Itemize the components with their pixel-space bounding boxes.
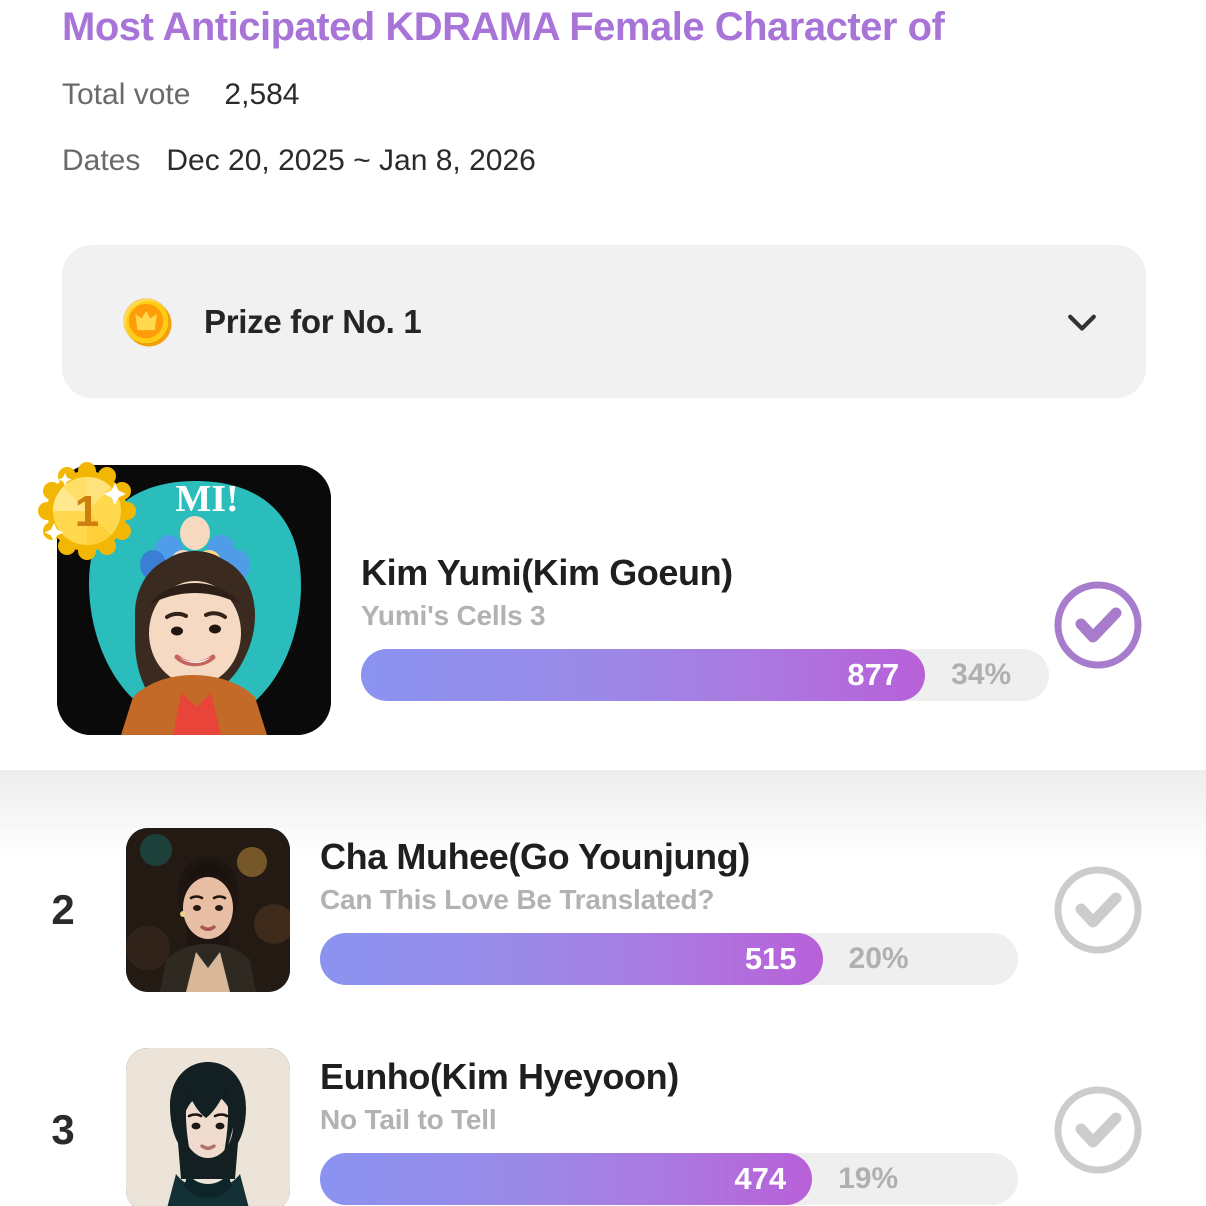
vote-percent: 19%: [838, 1162, 899, 1195]
candidate-thumbnail[interactable]: [126, 1048, 290, 1206]
check-circle-icon: [1048, 860, 1148, 960]
candidate-image: [126, 1048, 290, 1206]
prize-label: Prize for No. 1: [204, 302, 422, 340]
prize-panel[interactable]: Prize for No. 1: [62, 245, 1146, 398]
candidate-image: MI!: [57, 465, 331, 735]
vote-percent: 34%: [951, 658, 1012, 691]
candidate-thumbnail[interactable]: [126, 828, 290, 992]
page-title: Most Anticipated KDRAMA Female Character…: [62, 5, 945, 49]
ranking-row-1[interactable]: MI!: [0, 450, 1206, 750]
rank-number: 3: [51, 1106, 75, 1153]
candidate-info: Eunho(Kim Hyeyoon) No Tail to Tell 474 1…: [320, 1055, 1048, 1205]
dates-value: Dec 20, 2025 ~ Jan 8, 2026: [166, 144, 536, 177]
vote-progress-bar: 515 20%: [320, 933, 1018, 985]
vote-percent: 20%: [848, 942, 909, 975]
vote-count: 474: [734, 1161, 787, 1196]
candidate-show: Can This Love Be Translated?: [320, 884, 715, 915]
candidate-name: Eunho(Kim Hyeyoon): [320, 1056, 679, 1097]
dates-label: Dates: [62, 144, 141, 177]
candidate-name: Cha Muhee(Go Younjung): [320, 836, 750, 877]
chevron-down-icon[interactable]: [1054, 294, 1110, 350]
vote-progress-fill: 515: [320, 933, 823, 985]
total-vote-label: Total vote: [62, 78, 191, 111]
ranking-row-2[interactable]: 2: [0, 820, 1206, 1000]
check-circle-icon: [1048, 575, 1148, 675]
vote-button[interactable]: [1048, 860, 1148, 960]
ranking-row-3[interactable]: 3 Eunho(Kim Hye: [0, 1040, 1206, 1206]
candidate-show: No Tail to Tell: [320, 1104, 497, 1135]
total-vote-row: Total vote 2,584: [62, 78, 300, 112]
vote-progress-fill: 877: [361, 649, 926, 701]
vote-count: 877: [847, 657, 900, 692]
candidate-image: [126, 828, 290, 992]
vote-count: 515: [744, 941, 797, 976]
candidate-thumbnail[interactable]: MI!: [38, 462, 331, 735]
candidate-info: Kim Yumi(Kim Goeun) Yumi's Cells 3 877 3…: [361, 499, 1049, 701]
candidate-show: Yumi's Cells 3: [361, 600, 546, 631]
vote-progress-bar: 474 19%: [320, 1153, 1018, 1205]
candidate-info: Cha Muhee(Go Younjung) Can This Love Be …: [320, 835, 1048, 985]
rank-number: 2: [51, 886, 75, 933]
total-vote-value: 2,584: [224, 78, 300, 111]
vote-button[interactable]: [1048, 575, 1148, 675]
vote-button[interactable]: [1048, 1080, 1148, 1180]
gold-coin-icon: [118, 293, 176, 351]
check-circle-icon: [1048, 1080, 1148, 1180]
svg-text:MI!: MI!: [175, 478, 238, 520]
candidate-name: Kim Yumi(Kim Goeun): [361, 552, 733, 593]
dates-row: Dates Dec 20, 2025 ~ Jan 8, 2026: [62, 144, 536, 178]
vote-progress-fill: 474: [320, 1153, 813, 1205]
vote-progress-bar: 877 34%: [361, 649, 1049, 701]
